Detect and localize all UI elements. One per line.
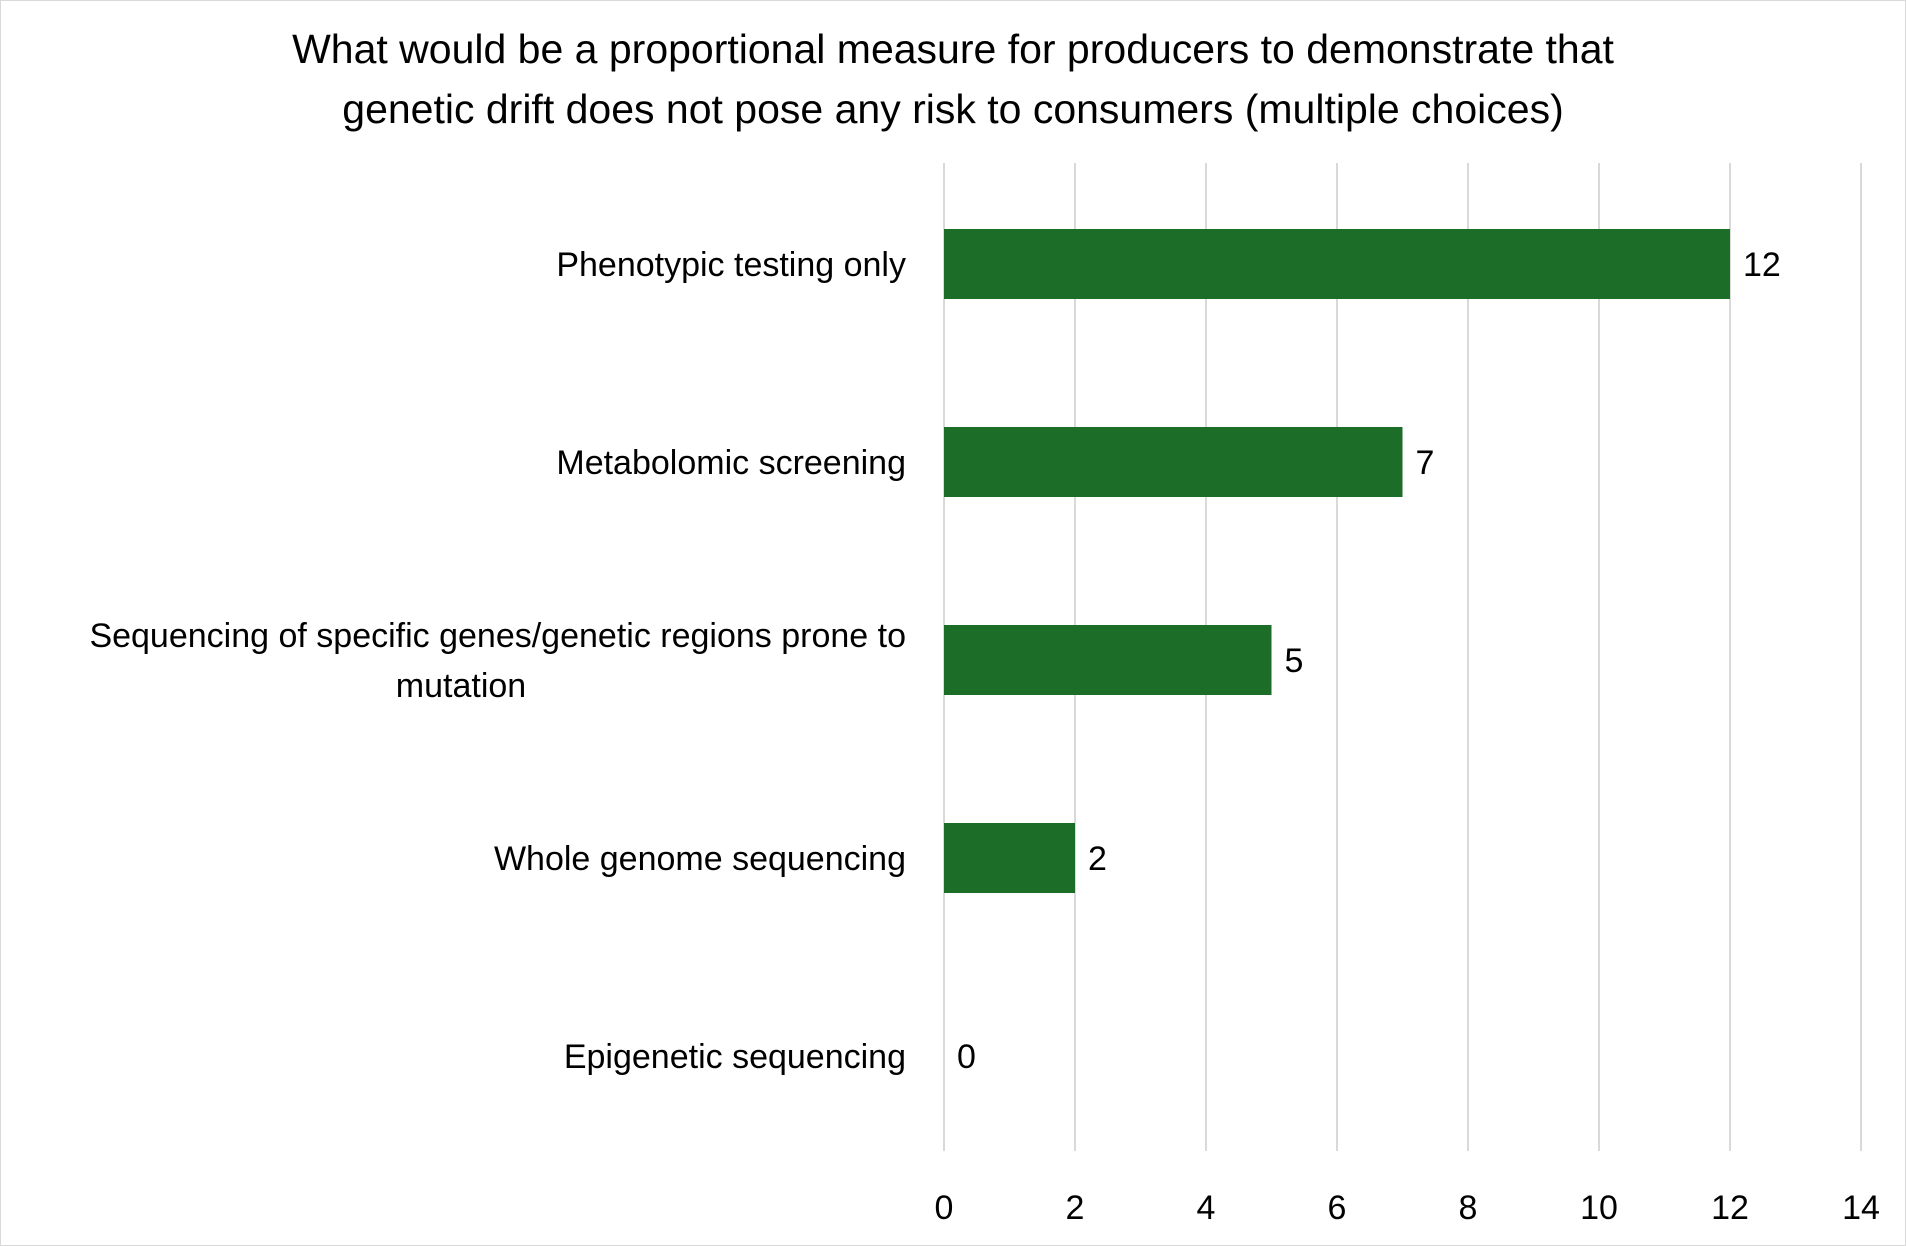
bar-1 [944,229,1730,299]
data-label-3: 5 [1285,642,1304,680]
bars [944,229,1730,893]
data-label-4: 2 [1088,840,1107,878]
x-axis-tick-labels: 0 2 4 6 8 10 12 14 [935,1189,1880,1227]
x-tick-label-0: 0 [935,1189,954,1227]
category-label-4: Whole genome sequencing [494,840,906,878]
chart-title-line-2: genetic drift does not pose any risk to … [342,86,1563,132]
x-tick-label-10: 10 [1580,1189,1618,1227]
data-labels: 12 7 5 2 0 [957,246,1781,1076]
category-label-5: Epigenetic sequencing [564,1038,906,1076]
bar-4 [944,823,1075,893]
bar-2 [944,427,1403,497]
x-tick-label-2: 2 [1066,1189,1085,1227]
bar-3 [944,625,1272,695]
x-tick-label-8: 8 [1459,1189,1478,1227]
category-label-2: Metabolomic screening [556,444,906,482]
data-label-5: 0 [957,1038,976,1076]
x-tick-label-14: 14 [1842,1189,1880,1227]
category-label-3-line-2: mutation [396,667,526,705]
x-tick-label-6: 6 [1328,1189,1347,1227]
chart-title: What would be a proportional measure for… [292,26,1614,132]
x-tick-label-4: 4 [1197,1189,1216,1227]
data-label-2: 7 [1416,444,1435,482]
x-tick-label-12: 12 [1711,1189,1749,1227]
chart-title-line-1: What would be a proportional measure for… [292,26,1614,72]
category-label-3-line-1: Sequencing of specific genes/genetic reg… [89,617,906,655]
data-label-1: 12 [1743,246,1781,284]
category-labels: Phenotypic testing only Metabolomic scree… [89,246,906,1076]
category-label-1: Phenotypic testing only [556,246,906,284]
